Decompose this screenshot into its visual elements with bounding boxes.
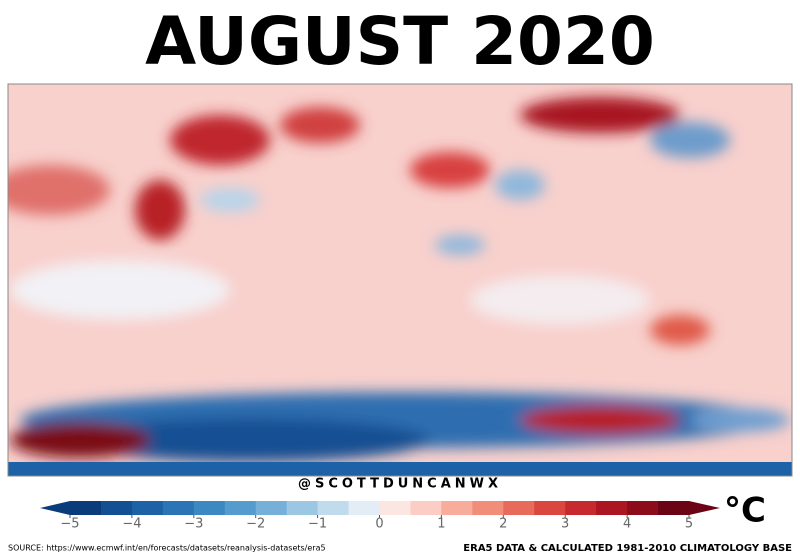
colorbar-tick-label: −3 — [184, 517, 203, 532]
colorbar-segment — [410, 501, 442, 515]
colorbar-tick-label: 4 — [623, 517, 631, 532]
source: SOURCE: https://www.ecmwf.int/en/forecas… — [8, 544, 326, 553]
colorbar-segment — [596, 501, 628, 515]
colorbar-segment — [627, 501, 659, 515]
colorbar-extend-low — [40, 501, 70, 515]
colorbar-segment — [70, 501, 102, 515]
colorbar-tick-label: −1 — [308, 517, 327, 532]
colorbar: −5 −4 −3 −2 −1 0 1 2 3 4 5 — [40, 501, 720, 532]
colorbar-tick-label: −4 — [122, 517, 141, 532]
colorbar-segment — [472, 501, 504, 515]
colorbar-segment — [224, 501, 257, 515]
colorbar-segment — [193, 501, 226, 515]
colorbar-segment — [317, 501, 350, 515]
colorbar-segment — [131, 501, 164, 515]
colorbar-segment — [379, 501, 411, 515]
colorbar-segment — [162, 501, 195, 515]
colorbar-tick-label: 2 — [499, 517, 507, 532]
colorbar-tick-label: 3 — [561, 517, 569, 532]
colorbar-segment — [286, 501, 319, 515]
colorbar-segment — [534, 501, 566, 515]
colorbar-tick-label: −5 — [60, 517, 79, 532]
colorbar-segment — [255, 501, 288, 515]
colorbar-segment — [565, 501, 597, 515]
colorbar-segment — [348, 501, 380, 515]
colorbar-tick-label: 1 — [437, 517, 445, 532]
map-frame — [7, 83, 793, 477]
credit: @SCOTTDUNCANWX — [298, 477, 502, 492]
colorbar-extend-high — [689, 501, 720, 515]
anomaly-map — [8, 84, 792, 476]
colorbar-segment — [658, 501, 690, 515]
title: AUGUST 2020 — [145, 3, 655, 80]
footer-note: ERA5 DATA & CALCULATED 1981-2010 CLIMATO… — [463, 543, 792, 554]
colorbar-tick-label: 0 — [375, 517, 383, 532]
unit-label: °C — [724, 491, 766, 531]
colorbar-segment — [441, 501, 473, 515]
colorbar-segment — [503, 501, 535, 515]
colorbar-segment — [100, 501, 133, 515]
colorbar-tick-label: −2 — [246, 517, 265, 532]
colorbar-tick-label: 5 — [685, 517, 693, 532]
